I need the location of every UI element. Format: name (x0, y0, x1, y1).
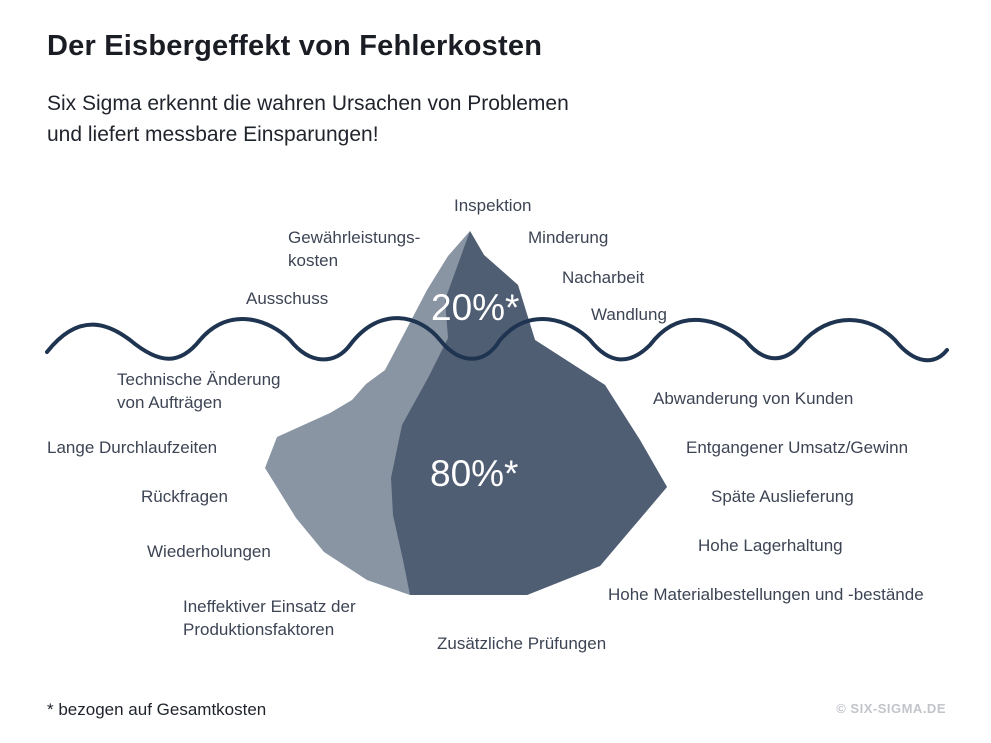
label-gewaehr-line-1: Gewährleistungs- (288, 228, 421, 247)
label-hohe-lagerhaltung: Hohe Lagerhaltung (698, 536, 843, 555)
label-technische-aenderung: Technische Änderung von Aufträgen (117, 368, 281, 414)
label-nacharbeit: Nacharbeit (562, 268, 645, 287)
copyright: © SIX-SIGMA.DE (836, 701, 946, 716)
subtitle: Six Sigma erkennt die wahren Ursachen vo… (47, 88, 747, 150)
below-water-percent: 80%* (430, 453, 519, 494)
label-minderung: Minderung (528, 228, 609, 247)
label-ineff-line-2: Produktionsfaktoren (183, 620, 335, 639)
iceberg-dark-face (391, 231, 667, 595)
subtitle-line-1: Six Sigma erkennt die wahren Ursachen vo… (47, 92, 569, 115)
label-gewaehrleistungskosten: Gewährleistungs- kosten (288, 226, 420, 272)
footnote: * bezogen auf Gesamtkosten (47, 700, 267, 719)
label-lange-durchlaufzeiten: Lange Durchlaufzeiten (47, 438, 218, 457)
water-line (45, 316, 949, 363)
label-abwanderung: Abwanderung von Kunden (653, 389, 854, 408)
label-hohe-materialbestellungen: Hohe Materialbestellungen und -bestände (608, 585, 924, 604)
label-zusaetzliche-pruefungen: Zusätzliche Prüfungen (437, 634, 607, 653)
label-ineff-line-1: Ineffektiver Einsatz der (183, 597, 356, 616)
label-gewaehr-line-2: kosten (288, 251, 339, 270)
label-wandlung: Wandlung (591, 305, 667, 324)
label-entgangener-umsatz: Entgangener Umsatz/Gewinn (686, 438, 909, 457)
label-tech-line-2: von Aufträgen (117, 393, 222, 412)
label-spaete-auslieferung: Späte Auslieferung (711, 487, 854, 506)
label-tech-line-1: Technische Änderung (117, 370, 281, 389)
label-ausschuss: Ausschuss (246, 289, 329, 308)
page-title: Der Eisbergeffekt von Fehlerkosten (47, 30, 543, 62)
label-inspektion: Inspektion (454, 196, 532, 215)
label-wiederholungen: Wiederholungen (147, 542, 271, 561)
label-rueckfragen: Rückfragen (141, 487, 228, 506)
label-ineffektiver-einsatz: Ineffektiver Einsatz der Produktionsfakt… (183, 595, 356, 641)
above-water-percent: 20%* (431, 287, 520, 328)
subtitle-line-2: und liefert messbare Einsparungen! (47, 123, 379, 146)
